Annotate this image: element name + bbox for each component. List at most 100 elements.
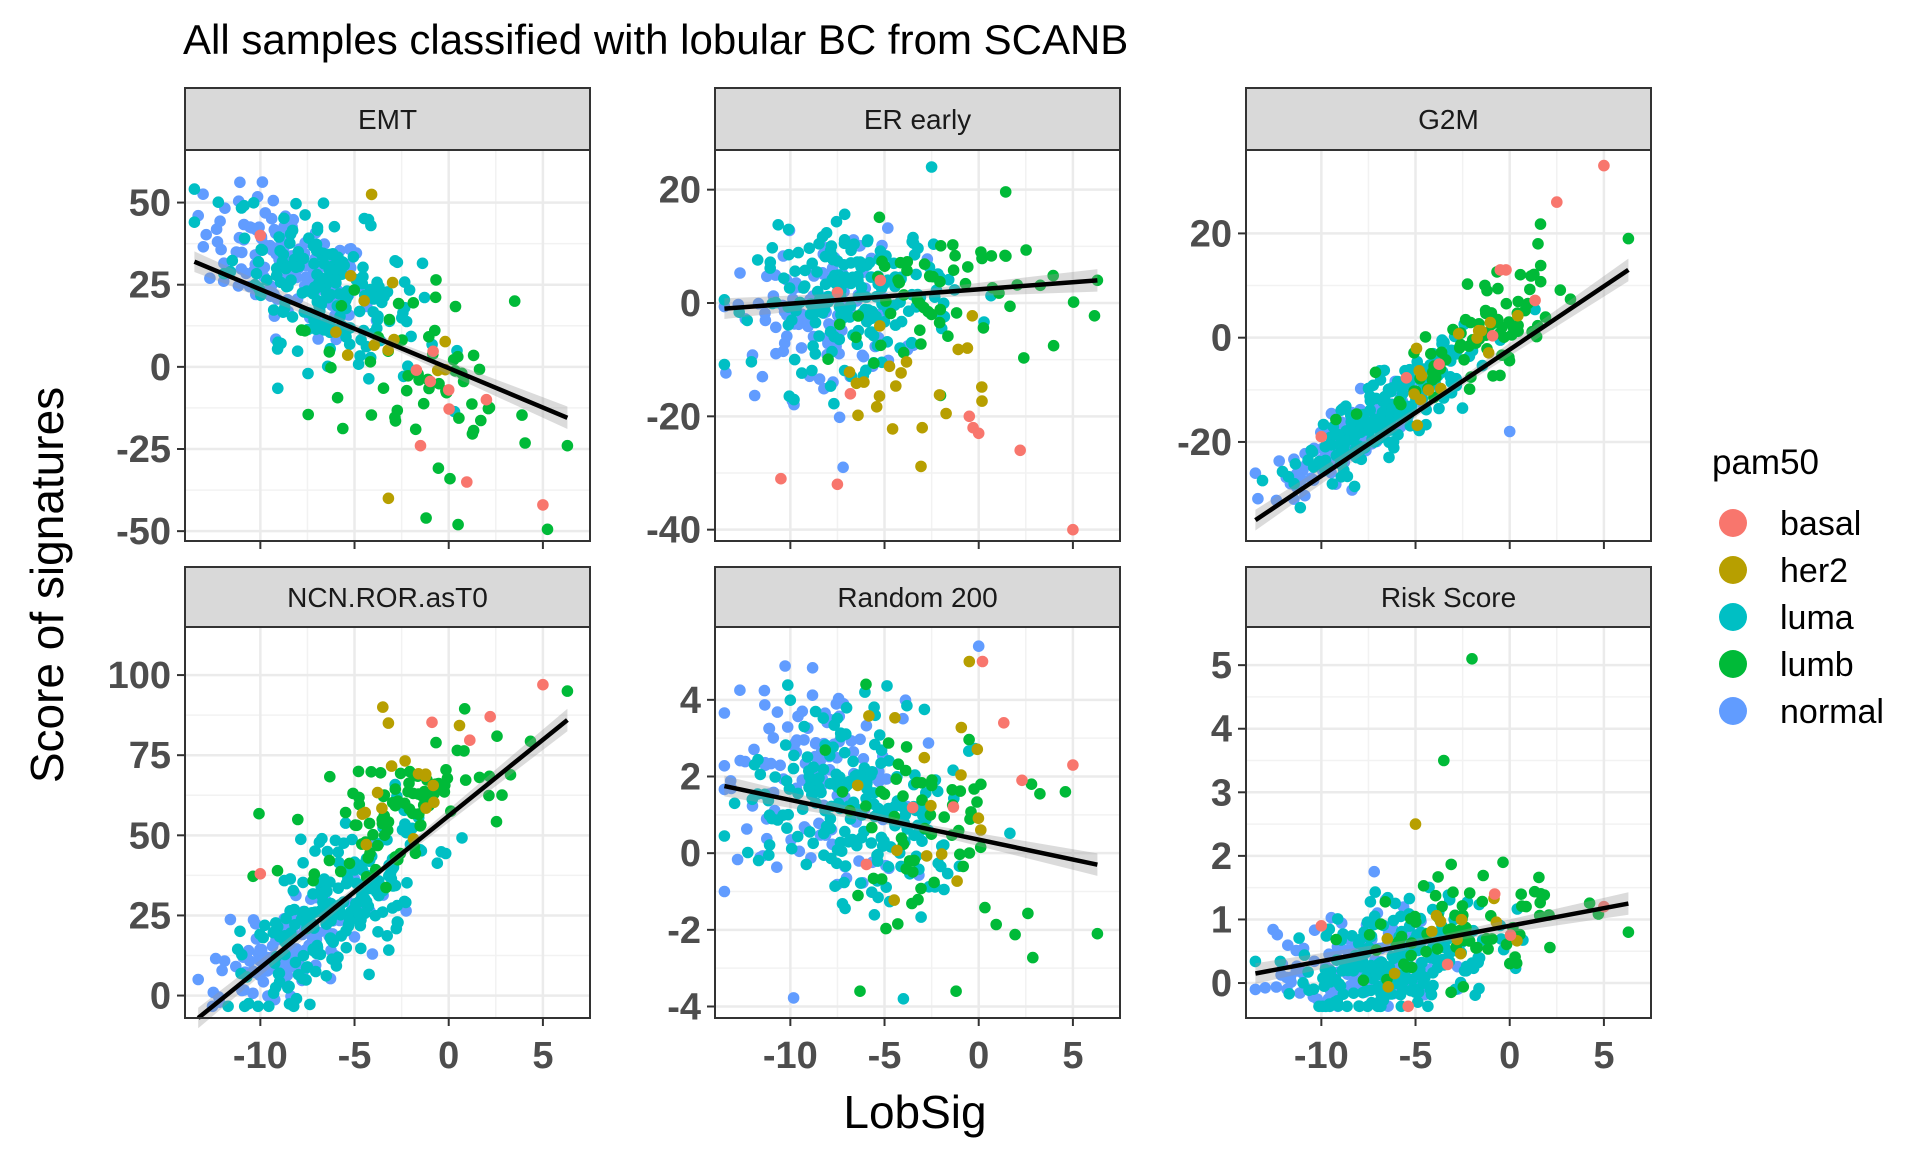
data-point-luma	[339, 817, 352, 829]
data-point-luma	[824, 325, 837, 338]
data-point-luma	[1377, 994, 1390, 1007]
data-point-lumb	[1539, 311, 1552, 323]
data-point-luma	[273, 231, 285, 243]
data-point-lumb	[878, 788, 891, 800]
data-point-lumb	[1027, 951, 1039, 964]
data-point-normal	[763, 722, 775, 735]
data-point-luma	[325, 934, 338, 946]
y-tick-label: -4	[667, 987, 701, 1029]
data-point-luma	[769, 771, 781, 783]
data-point-luma	[269, 981, 282, 994]
x-tick-label: 0	[438, 1035, 459, 1077]
data-point-luma	[1456, 402, 1469, 414]
data-point-luma	[315, 298, 328, 311]
data-point-lumb	[496, 789, 508, 801]
data-point-luma	[1249, 955, 1262, 968]
data-point-basal	[410, 364, 423, 376]
data-point-luma	[329, 273, 342, 286]
data-point-normal	[787, 992, 800, 1004]
data-point-basal	[1067, 523, 1079, 536]
data-point-normal	[267, 194, 280, 207]
data-point-luma	[941, 867, 954, 880]
data-point-luma	[839, 825, 851, 838]
data-point-luma	[838, 237, 851, 250]
data-point-luma	[791, 830, 804, 843]
data-point-luma	[337, 837, 350, 849]
data-point-her2	[975, 824, 987, 836]
data-point-luma	[328, 220, 341, 233]
data-point-lumb	[371, 839, 384, 852]
data-point-lumb	[1409, 910, 1421, 923]
data-point-luma	[745, 356, 758, 368]
data-point-luma	[844, 300, 857, 312]
data-point-luma	[307, 240, 320, 252]
data-point-luma	[401, 877, 413, 889]
data-point-luma	[1345, 962, 1358, 975]
data-point-lumb	[1020, 244, 1032, 256]
data-point-luma	[312, 277, 325, 290]
legend-label-luma: luma	[1780, 599, 1854, 637]
panel-emt: EMT 50 25 0 -25 -50	[116, 87, 591, 553]
data-point-lumb	[432, 462, 445, 475]
data-point-luma	[391, 916, 404, 928]
facet-strip	[184, 87, 591, 151]
data-point-lumb	[878, 260, 891, 273]
data-point-lumb	[959, 277, 972, 290]
data-point-lumb	[950, 985, 962, 997]
data-point-luma	[1347, 987, 1360, 999]
data-point-luma	[357, 261, 369, 274]
data-point-her2	[976, 381, 988, 393]
data-point-normal	[238, 984, 250, 996]
data-point-luma	[833, 333, 846, 346]
data-point-luma	[357, 270, 369, 283]
data-point-lumb	[1453, 342, 1466, 354]
data-point-luma	[1319, 963, 1332, 976]
data-point-luma	[256, 244, 269, 256]
data-point-normal	[856, 349, 869, 362]
data-point-lumb	[999, 186, 1012, 198]
data-point-luma	[807, 837, 819, 850]
data-point-luma	[1341, 1000, 1353, 1013]
data-point-basal	[1067, 759, 1079, 771]
data-point-luma	[718, 358, 731, 371]
data-point-lumb	[365, 766, 378, 778]
data-point-lumb	[325, 361, 337, 374]
data-point-luma	[1336, 964, 1349, 977]
data-point-lumb	[866, 821, 878, 834]
data-point-lumb	[1466, 653, 1478, 665]
data-point-normal	[779, 660, 791, 672]
data-point-lumb	[299, 325, 311, 337]
data-point-lumb	[954, 848, 966, 861]
data-point-luma	[321, 899, 333, 912]
data-point-luma	[905, 336, 918, 349]
data-point-lumb	[403, 803, 416, 815]
data-point-lumb	[1419, 331, 1432, 343]
data-point-luma	[897, 993, 910, 1005]
data-point-normal	[197, 188, 209, 200]
data-point-normal	[256, 176, 269, 188]
data-point-lumb	[392, 297, 405, 310]
data-point-luma	[819, 250, 832, 263]
data-point-normal	[1386, 923, 1398, 936]
data-point-lumb	[1524, 283, 1536, 296]
data-point-lumb	[516, 409, 528, 421]
facet-strip	[714, 87, 1121, 151]
data-point-luma	[1303, 984, 1315, 997]
data-point-her2	[385, 760, 398, 772]
data-point-luma	[363, 968, 375, 981]
y-tick-label: 0	[680, 283, 701, 325]
data-point-lumb	[407, 297, 420, 309]
data-point-lumb	[409, 847, 422, 860]
data-point-lumb	[1538, 889, 1551, 901]
data-point-luma	[226, 254, 239, 267]
data-point-basal	[442, 384, 455, 396]
data-point-lumb	[911, 776, 923, 789]
data-point-lumb	[473, 771, 486, 784]
data-point-lumb	[1564, 293, 1577, 306]
data-point-luma	[418, 291, 431, 304]
data-point-lumb	[900, 741, 913, 753]
x-tick-label: -5	[1399, 1035, 1433, 1077]
data-point-her2	[368, 339, 381, 351]
y-axis-title: Score of signatures	[21, 387, 73, 783]
data-point-lumb	[452, 518, 464, 531]
